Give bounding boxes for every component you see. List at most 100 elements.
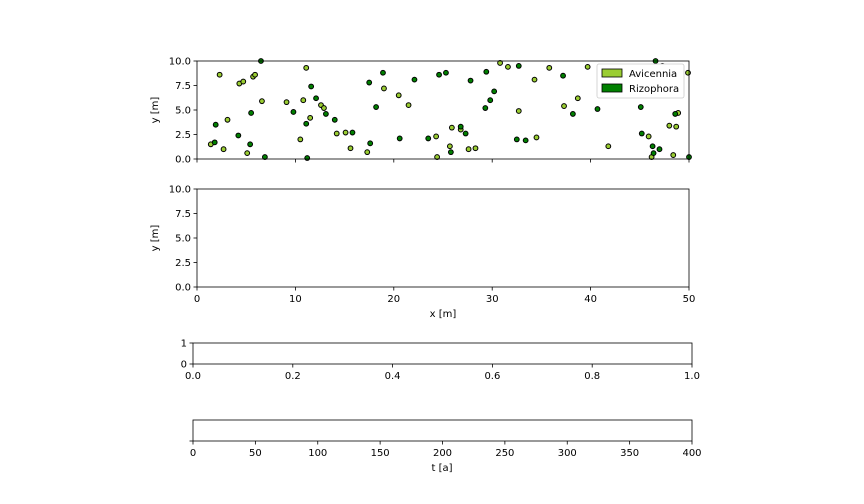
- tree-point-avicennia: [405, 102, 412, 108]
- x-tick-label: 50: [249, 448, 262, 459]
- tree-point-avicennia: [433, 133, 440, 140]
- x-tick-label: 200: [433, 448, 452, 459]
- x-axis-ticks: 0.0 0.2 0.4 0.6 0.8 1.0: [185, 364, 700, 382]
- tree-point-rizophora: [323, 111, 329, 117]
- tree-point-rizophora: [560, 72, 566, 79]
- legend-swatch-avicennia: [601, 68, 623, 78]
- tree-point-avicennia: [240, 78, 247, 85]
- tree-point-avicennia: [333, 130, 340, 137]
- x-tick-label: 0.0: [185, 371, 201, 382]
- tree-point-rizophora: [672, 111, 679, 117]
- tree-point-rizophora: [462, 130, 469, 137]
- tree-point-avicennia: [395, 92, 402, 99]
- tree-point-rizophora: [411, 76, 418, 83]
- tree-point-rizophora: [513, 136, 520, 143]
- tree-point-avicennia: [283, 99, 290, 106]
- y-tick-label: 5.0: [175, 234, 191, 245]
- x-tick-label: 0: [194, 294, 200, 305]
- tree-point-avicennia: [220, 146, 227, 153]
- tree-point-avicennia: [472, 145, 479, 152]
- x-tick-label: 350: [620, 448, 639, 459]
- tree-point-avicennia: [645, 133, 652, 140]
- x-tick-label: 400: [682, 448, 701, 459]
- tree-point-rizophora: [425, 135, 432, 142]
- axes-frame: [196, 188, 690, 288]
- tree-point-avicennia: [673, 123, 680, 130]
- y-axis-label: y [m]: [150, 97, 161, 124]
- x-tick-label: 0.2: [285, 371, 301, 382]
- x-tick-label: 30: [486, 294, 499, 305]
- tree-point-rizophora: [308, 83, 315, 90]
- x-axis-ticks: [196, 159, 690, 163]
- x-axis-ticks: 0 10 20 30 40 50: [194, 287, 696, 305]
- tree-point-rizophora: [303, 120, 310, 127]
- tree-point-avicennia: [465, 146, 472, 153]
- tree-point-avicennia: [505, 63, 511, 70]
- y-tick-label: 7.5: [175, 209, 191, 220]
- tree-point-rizophora: [261, 154, 268, 160]
- tree-point-avicennia: [574, 95, 581, 102]
- tree-point-avicennia: [244, 150, 251, 157]
- y-tick-label: 10.0: [169, 57, 191, 68]
- tree-point-avicennia: [448, 124, 455, 131]
- tree-point-rizophora: [522, 137, 529, 144]
- y-axis-ticks: 0.0 2.5 5.0 7.5 10.0: [169, 185, 197, 294]
- tree-point-rizophora: [457, 123, 464, 130]
- tree-point-rizophora: [483, 68, 490, 75]
- y-tick-label: 0: [181, 360, 187, 371]
- tree-point-avicennia: [546, 64, 553, 71]
- y-axis-ticks: 01: [181, 339, 193, 371]
- y-tick-label: 0.0: [175, 155, 191, 166]
- tree-point-avicennia: [347, 145, 354, 152]
- x-tick-label: 0.6: [484, 371, 500, 382]
- tree-point-avicennia: [670, 152, 677, 158]
- x-tick-label: 50: [683, 294, 696, 305]
- tree-point-avicennia: [666, 122, 673, 129]
- tree-point-avicennia: [224, 116, 231, 123]
- y-tick-label: 2.5: [175, 258, 191, 269]
- tree-point-rizophora: [211, 139, 218, 146]
- tree-point-avicennia: [434, 154, 440, 160]
- x-tick-label: 0.8: [584, 371, 600, 382]
- tree-point-rizophora: [304, 155, 311, 161]
- x-tick-label: 150: [371, 448, 390, 459]
- tree-point-rizophora: [248, 110, 255, 116]
- legend: Avicennia Rizophora: [596, 63, 685, 99]
- x-tick-label: 10: [289, 294, 302, 305]
- tree-point-rizophora: [649, 143, 656, 150]
- panel-empty-xy: 0.0 2.5 5.0 7.5 10.0 0 10 20 30 40 50 y [m] x [m]: [150, 185, 695, 321]
- axes-frame: [192, 419, 693, 442]
- panel-time-axis: 0 50 100 150 200 250 300 350 400 t [a]: [189, 419, 702, 474]
- x-tick-label: 40: [584, 294, 597, 305]
- x-tick-label: 0: [190, 448, 196, 459]
- x-tick-label: 0.4: [385, 371, 401, 382]
- tree-point-avicennia: [364, 149, 371, 156]
- tree-point-rizophora: [367, 140, 374, 147]
- tree-point-avicennia: [584, 63, 591, 70]
- tree-point-rizophora: [331, 116, 338, 123]
- tree-point-avicennia: [533, 134, 540, 141]
- tree-point-rizophora: [650, 150, 657, 157]
- tree-point-rizophora: [349, 129, 356, 136]
- y-tick-label: 7.5: [175, 81, 191, 92]
- x-tick-label: 250: [495, 448, 514, 459]
- tree-point-rizophora: [212, 121, 219, 128]
- tree-point-rizophora: [235, 132, 242, 139]
- tree-point-avicennia: [515, 108, 522, 114]
- tree-point-rizophora: [515, 63, 522, 69]
- x-tick-label: 20: [387, 294, 400, 305]
- tree-point-avicennia: [381, 85, 387, 92]
- tree-point-rizophora: [290, 109, 297, 115]
- tree-point-avicennia: [497, 60, 503, 66]
- tree-point-rizophora: [637, 104, 644, 110]
- y-tick-label: 0.0: [175, 283, 191, 294]
- tree-point-avicennia: [561, 103, 567, 109]
- tree-point-rizophora: [380, 69, 386, 76]
- x-axis-ticks: 0 50 100 150 200 250 300 350 400: [190, 441, 702, 459]
- tree-point-avicennia: [685, 69, 691, 76]
- panel-tree-positions: 0.0 2.5 5.0 7.5 10.0 y [m] Avicennia Rizopho…: [150, 57, 692, 166]
- tree-point-rizophora: [396, 135, 403, 142]
- tree-point-avicennia: [252, 71, 258, 78]
- tree-point-rizophora: [594, 106, 601, 112]
